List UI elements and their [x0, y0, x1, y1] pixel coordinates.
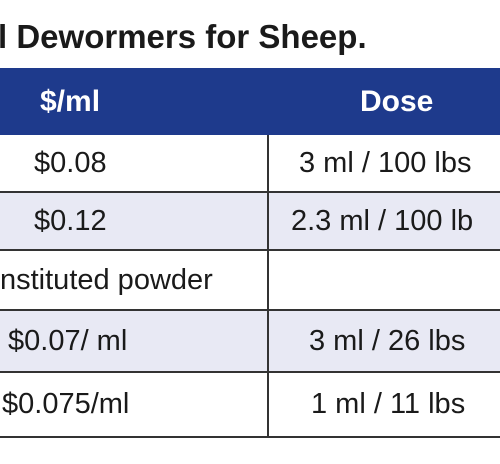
price-cell: $0.075/ml	[2, 388, 130, 420]
dose-cell: 3 ml / 100 lbs	[267, 135, 500, 191]
dose-cell: 3 ml / 26 lbs	[267, 311, 500, 371]
price-cell: $0.12	[34, 204, 107, 237]
price-cell: $0.07/ ml	[8, 324, 128, 357]
dewormer-table: $/ml Dose $0.08 3 ml / 100 lbs $0.12 2.3…	[0, 68, 500, 438]
dose-cell: 2.3 ml / 100 lb	[267, 193, 500, 249]
table-row: $0.08 3 ml / 100 lbs	[0, 135, 500, 193]
dose-cell: 1 ml / 11 lbs	[267, 373, 500, 436]
table-row: $0.07/ ml 3 ml / 26 lbs	[0, 311, 500, 373]
dose-cell	[267, 251, 500, 309]
table-title: l Dewormers for Sheep.	[0, 18, 367, 55]
column-header-price: $/ml	[40, 84, 101, 118]
table-row: $0.075/ml 1 ml / 11 lbs	[0, 373, 500, 438]
column-header-dose: Dose	[360, 84, 434, 118]
table-row: nstituted powder	[0, 251, 500, 311]
price-cell: $0.08	[34, 146, 107, 179]
price-cell: nstituted powder	[0, 263, 213, 296]
table-header-row: $/ml Dose	[0, 68, 500, 135]
table-row: $0.12 2.3 ml / 100 lb	[0, 193, 500, 251]
